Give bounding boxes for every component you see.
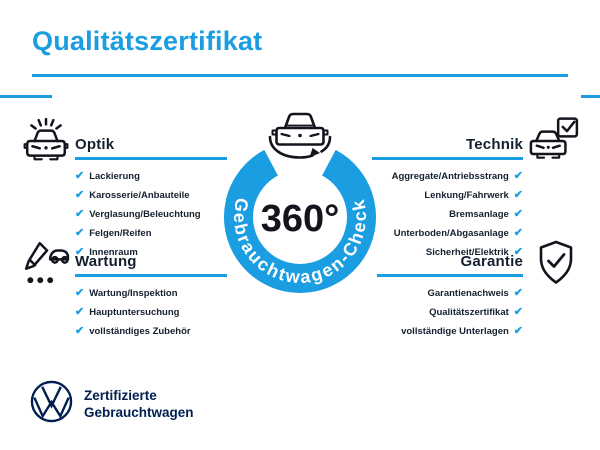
section-wartung-title: Wartung [75,253,137,270]
check-icon: ✔ [75,226,85,239]
check-item: ✔ Karosserie/Anbauteile [75,186,227,205]
check-item-label: Innenraum [89,246,138,258]
check-icon: ✔ [75,207,85,220]
section-technik: Technik Aggregate/Antriebsstrang ✔ Lenkun… [372,136,523,262]
check-icon: ✔ [513,188,523,201]
check-item: Sicherheit/Elektrik ✔ [372,243,523,262]
section-technik-rule [372,157,523,160]
check-icon: ✔ [75,324,85,337]
check-icon: ✔ [75,245,85,258]
section-wartung: Wartung ✔ Wartung/Inspektion ✔ Hauptunters… [75,253,227,341]
check-item-label: Garantienachweis [427,287,509,299]
page-title: Qualitätszertifikat [32,26,263,56]
section-wartung-rule [75,274,227,277]
check-item: ✔ Verglasung/Beleuchtung [75,205,227,224]
check-icon: ✔ [513,286,523,299]
section-optik-list: ✔ Lackierung ✔ Karosserie/Anbauteile ✔ Verg… [75,167,227,262]
check-item: ✔ vollständiges Zubehör [75,322,227,341]
ring-360-graphic: Gebrauchtwagen-Check 360° [224,149,376,293]
brand-footer: Zertifizierte Gebrauchtwagen [29,379,194,429]
check-item: Garantienachweis ✔ [377,284,523,303]
section-garantie-list: Garantienachweis ✔ Qualitätszertifikat ✔ v… [377,284,523,341]
footer-line-2: Gebrauchtwagen [84,405,194,420]
check-item: ✔ Hauptuntersuchung [75,303,227,322]
title-rule [32,74,568,77]
footer-line-1: Zertifizierte [84,388,157,403]
check-icon: ✔ [75,169,85,182]
check-icon: ✔ [75,305,85,318]
pencil-car-icon [22,239,70,287]
section-optik: Optik ✔ Lackierung ✔ Karosserie/Anbauteile… [75,136,227,262]
check-item-label: Karosserie/Anbauteile [89,189,190,201]
check-icon: ✔ [513,226,523,239]
section-garantie-rule [377,274,523,277]
check-item-label: vollständige Unterlagen [401,325,509,337]
section-garantie-title: Garantie [460,253,523,270]
vw-logo [29,379,74,429]
check-icon: ✔ [513,305,523,318]
check-item-label: Felgen/Reifen [89,227,152,239]
car-rotation-icon [262,109,338,178]
check-item: Lenkung/Fahrwerk ✔ [372,186,523,205]
check-item: Qualitätszertifikat ✔ [377,303,523,322]
section-optik-rule [75,157,227,160]
degree-label: 360° [261,198,340,240]
check-item-label: Aggregate/Antriebsstrang [391,170,509,182]
check-item: Bremsanlage ✔ [372,205,523,224]
check-item-label: Lenkung/Fahrwerk [424,189,509,201]
check-icon: ✔ [513,245,523,258]
section-garantie: Garantie Garantienachweis ✔ Qualitätszert… [377,253,523,341]
section-wartung-list: ✔ Wartung/Inspektion ✔ Hauptuntersuchung ✔… [75,284,227,341]
check-item-label: Verglasung/Beleuchtung [89,208,201,220]
check-item-label: Lackierung [89,170,140,182]
ring-arc [224,149,376,293]
check-item: Unterboden/Abgasanlage ✔ [372,224,523,243]
car-shine-icon [22,116,70,164]
check-item-label: Sicherheit/Elektrik [425,246,509,258]
check-item-label: vollständiges Zubehör [89,325,191,337]
check-item-label: Bremsanlage [449,208,509,220]
check-item: ✔ Felgen/Reifen [75,224,227,243]
check-icon: ✔ [75,286,85,299]
check-item-label: Wartung/Inspektion [89,287,178,299]
section-technik-title: Technik [466,136,523,153]
check-icon: ✔ [513,169,523,182]
section-technik-list: Aggregate/Antriebsstrang ✔ Lenkung/Fahrwe… [372,167,523,262]
check-item: ✔ Lackierung [75,167,227,186]
edge-rule-right [581,95,600,98]
check-item-label: Qualitätszertifikat [429,306,509,318]
car-checkbox-icon [528,116,580,164]
edge-rule-left [0,95,52,98]
check-item: vollständige Unterlagen ✔ [377,322,523,341]
check-icon: ✔ [513,207,523,220]
section-optik-title: Optik [75,136,115,153]
shield-check-icon [534,239,578,287]
check-item-label: Unterboden/Abgasanlage [393,227,509,239]
footer-label: Zertifizierte Gebrauchtwagen [84,387,194,421]
check-item: Aggregate/Antriebsstrang ✔ [372,167,523,186]
check-item: ✔ Wartung/Inspektion [75,284,227,303]
check-icon: ✔ [513,324,523,337]
check-item: ✔ Innenraum [75,243,227,262]
check-icon: ✔ [75,188,85,201]
check-item-label: Hauptuntersuchung [89,306,180,318]
